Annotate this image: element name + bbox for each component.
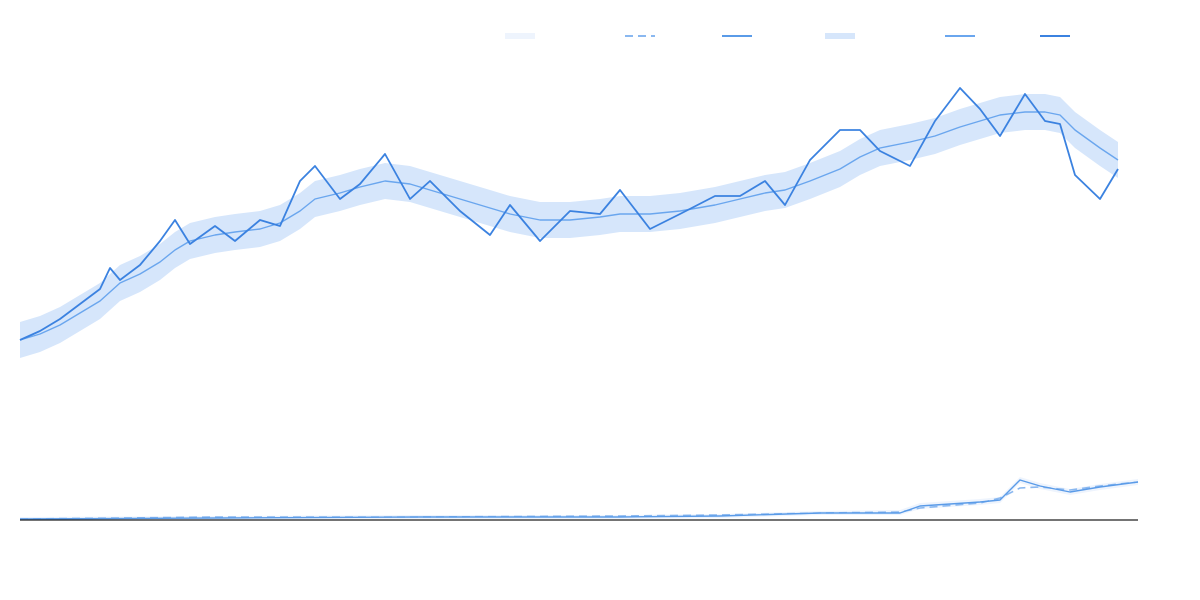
band	[20, 477, 1138, 520]
legend-swatch	[825, 33, 855, 39]
legend-swatch	[505, 33, 535, 39]
line	[19, 111, 1119, 341]
dashed-line	[19, 481, 1139, 520]
band	[20, 94, 1118, 358]
line	[19, 87, 1119, 341]
line	[19, 479, 1139, 520]
